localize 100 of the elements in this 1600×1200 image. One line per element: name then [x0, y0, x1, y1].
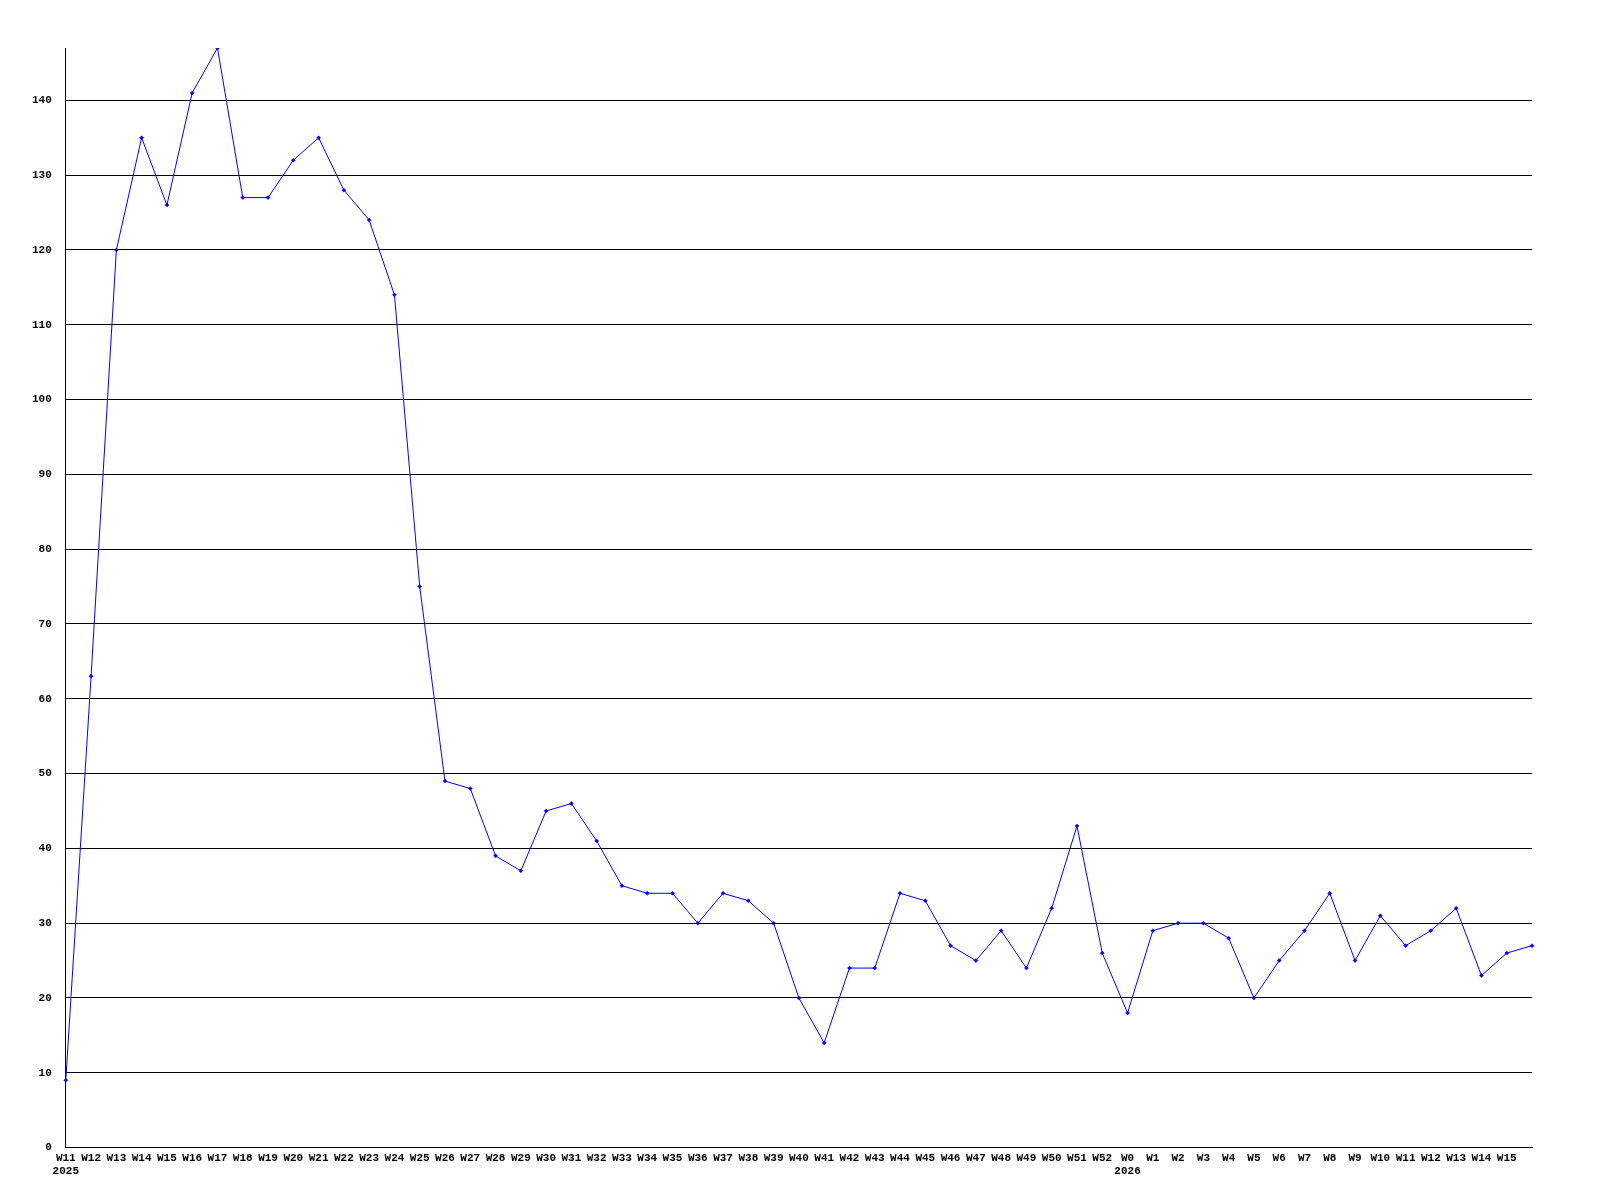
point: [164, 202, 170, 208]
y-tick-label: 50: [38, 767, 52, 780]
x-tick-label: W30: [536, 1151, 557, 1164]
x-tick-label: W11 2025: [52, 1151, 80, 1178]
x-tick-label: W51: [1067, 1151, 1088, 1164]
point: [518, 868, 524, 874]
x-tick-label: W42: [839, 1151, 860, 1164]
point: [493, 853, 498, 859]
x-tick-label: W24: [384, 1151, 405, 1164]
x-tick-label: W50: [1041, 1151, 1062, 1164]
x-tick-label: W31: [561, 1151, 582, 1164]
x-tick-label: W8: [1323, 1151, 1337, 1164]
x-tick-label: W11: [1395, 1151, 1416, 1164]
x-tick-label: W9: [1348, 1151, 1362, 1164]
y-tick-label: 110: [31, 318, 52, 331]
y-tick-label: 70: [38, 617, 52, 630]
point: [847, 965, 852, 971]
point: [1479, 973, 1484, 978]
y-tick-label: 90: [38, 468, 52, 481]
x-tick-label: W45: [915, 1151, 936, 1164]
x-tick-label: W0 2026: [1114, 1151, 1141, 1178]
point: [569, 801, 574, 806]
x-tick-label: W25: [409, 1151, 431, 1164]
point: [1251, 995, 1257, 1001]
point: [114, 247, 119, 253]
x-tick-label: W10: [1370, 1151, 1391, 1164]
point: [341, 187, 347, 193]
x-tick-label: W46: [940, 1151, 961, 1164]
point: [468, 786, 473, 791]
point: [1150, 928, 1156, 933]
point: [796, 995, 802, 1001]
point: [872, 965, 877, 971]
point: [543, 808, 549, 814]
x-tick-label: W47: [965, 1151, 986, 1164]
y-tick-label: 10: [38, 1066, 52, 1079]
point: [1125, 1010, 1130, 1016]
x-tick-label: W17: [207, 1151, 228, 1164]
point: [1201, 920, 1206, 926]
point: [316, 135, 321, 141]
x-tick-label: W39: [763, 1151, 784, 1164]
x-tick-label: W12: [81, 1151, 101, 1164]
x-tick-label: W18: [232, 1151, 254, 1164]
point: [1327, 891, 1333, 896]
x-tick-label: W52: [1092, 1151, 1113, 1164]
point: [139, 135, 144, 141]
point: [619, 883, 625, 889]
y-tick-label: 120: [31, 243, 52, 256]
x-tick-label: W48: [991, 1151, 1012, 1164]
point: [644, 891, 650, 896]
x-tick-label: W3: [1196, 1151, 1211, 1164]
point: [88, 674, 94, 679]
point: [1428, 928, 1434, 933]
point: [1226, 935, 1231, 941]
point: [948, 943, 953, 948]
x-tick-label: W32: [586, 1151, 607, 1164]
x-tick-label: W12: [1420, 1151, 1441, 1164]
point: [442, 778, 448, 784]
x-tick-label: W35: [662, 1151, 683, 1164]
x-tick-label: W14: [1471, 1151, 1492, 1164]
point: [1403, 943, 1408, 948]
point: [392, 292, 397, 298]
point: [973, 958, 979, 963]
x-tick-label: W28: [485, 1151, 506, 1164]
point: [1276, 958, 1282, 963]
x-tick-label: W34: [637, 1151, 658, 1164]
x-tick-label: W7: [1297, 1151, 1312, 1164]
point: [1100, 950, 1105, 956]
point: [771, 920, 776, 926]
x-tick-label: W15: [1496, 1151, 1518, 1164]
x-tick-label: W33: [612, 1151, 633, 1164]
x-tick-label: W19: [258, 1151, 278, 1164]
point: [594, 838, 599, 844]
point: [215, 48, 220, 51]
point: [1453, 905, 1459, 911]
x-tick-label: W37: [713, 1151, 733, 1164]
y-tick-label: 140: [31, 94, 52, 107]
x-tick-label: W23: [359, 1151, 380, 1164]
point: [417, 584, 422, 589]
x-tick-label: W40: [789, 1151, 809, 1164]
x-tick-label: W21: [308, 1151, 329, 1164]
x-tick-label: W2: [1171, 1151, 1185, 1164]
x-tick-label: W16: [182, 1151, 203, 1164]
x-tick-label: W44: [890, 1151, 911, 1164]
point: [998, 928, 1004, 933]
y-tick-label: 60: [38, 692, 52, 705]
point: [720, 891, 726, 896]
point: [291, 157, 296, 163]
x-tick-label: W13: [106, 1151, 127, 1164]
point: [1504, 950, 1509, 956]
point: [1049, 905, 1054, 911]
point: [1352, 958, 1358, 963]
x-tick-label: W5: [1247, 1151, 1261, 1164]
x-tick-label: W43: [864, 1151, 886, 1164]
point: [1175, 920, 1181, 926]
x-tick-label: W6: [1272, 1151, 1286, 1164]
x-tick-label: W49: [1016, 1151, 1037, 1164]
x-tick-label: W13: [1446, 1151, 1467, 1164]
x-tick-label: W14: [131, 1151, 152, 1164]
y-tick-label: 20: [38, 991, 52, 1004]
x-tick-label: W36: [687, 1151, 708, 1164]
